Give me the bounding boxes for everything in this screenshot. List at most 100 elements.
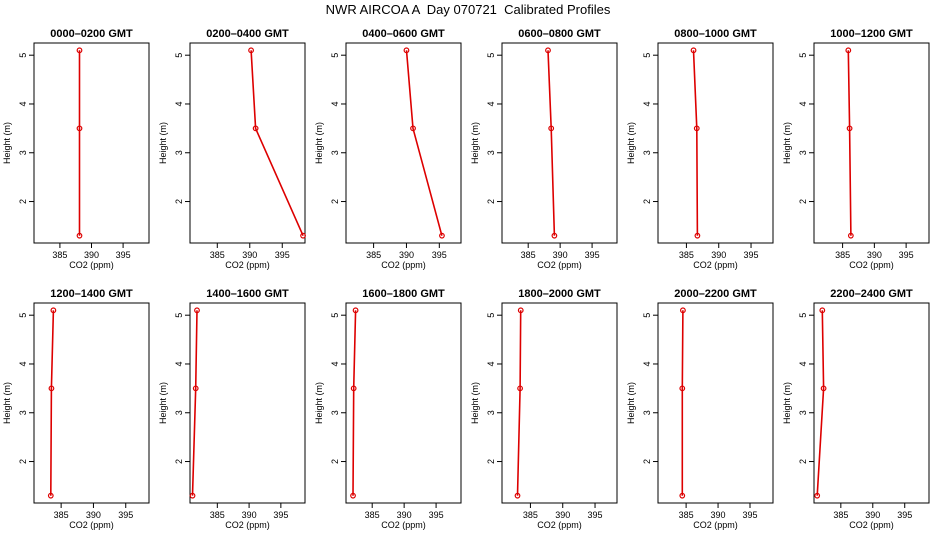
x-tick-label: 395 — [432, 250, 447, 260]
data-point — [352, 307, 359, 314]
y-tick-label: 2 — [486, 459, 496, 464]
data-point — [693, 125, 700, 132]
x-axis-label: CO2 (ppm) — [537, 520, 582, 530]
y-tick-label: 3 — [798, 410, 808, 415]
x-tick-label: 390 — [397, 510, 412, 520]
x-axis-label: CO2 (ppm) — [69, 260, 114, 270]
data-point — [690, 47, 697, 54]
data-point — [76, 125, 83, 132]
y-tick-label: 4 — [330, 361, 340, 366]
profile-line — [405, 50, 443, 236]
x-tick-label: 385 — [210, 250, 225, 260]
plot-frame — [189, 42, 306, 244]
y-axis-label: Height (m) — [314, 382, 324, 424]
y-axis-label: Height (m) — [626, 122, 636, 164]
panel-title: 0600–0800 GMT — [518, 28, 601, 40]
y-axis-label: Height (m) — [2, 382, 12, 424]
data-point — [189, 492, 196, 499]
panel-title: 0200–0400 GMT — [206, 28, 289, 40]
y-tick-label: 5 — [642, 313, 652, 318]
profile-line — [692, 50, 699, 236]
y-tick-label: 3 — [330, 410, 340, 415]
y-tick-label: 3 — [798, 150, 808, 155]
data-point — [819, 307, 826, 314]
x-tick-label: 390 — [242, 250, 257, 260]
y-tick-label: 3 — [174, 410, 184, 415]
y-tick-label: 5 — [18, 313, 28, 318]
x-tick-label: 385 — [679, 250, 694, 260]
data-point — [680, 307, 686, 314]
x-tick-label: 385 — [833, 510, 848, 520]
y-tick-label: 2 — [798, 459, 808, 464]
x-tick-label: 395 — [273, 510, 288, 520]
profile-line — [547, 50, 556, 236]
y-tick-label: 4 — [798, 101, 808, 106]
y-axis-label: Height (m) — [2, 122, 12, 164]
panel-title: 2000–2200 GMT — [674, 288, 757, 300]
x-tick-label: 395 — [588, 510, 603, 520]
figure-title: NWR AIRCOA A Day 070721 Calibrated Profi… — [325, 2, 611, 17]
panel-title: 1800–2000 GMT — [518, 288, 601, 300]
y-tick-label: 5 — [18, 53, 28, 58]
data-point — [820, 385, 827, 392]
data-point — [517, 307, 524, 314]
data-point — [192, 385, 199, 392]
y-tick-label: 3 — [486, 410, 496, 415]
y-tick-label: 5 — [486, 313, 496, 318]
y-tick-label: 3 — [18, 410, 28, 415]
data-point — [679, 492, 686, 499]
data-point — [814, 492, 821, 499]
profile-line — [516, 310, 522, 496]
y-tick-label: 3 — [642, 150, 652, 155]
data-point — [48, 385, 55, 392]
x-axis-label: CO2 (ppm) — [381, 260, 426, 270]
x-tick-label: 395 — [118, 510, 133, 520]
data-point — [350, 492, 356, 499]
panel-title: 1600–1800 GMT — [362, 288, 445, 300]
y-tick-label: 4 — [798, 361, 808, 366]
y-axis-label: Height (m) — [158, 122, 168, 164]
panel-title: 0000–0200 GMT — [50, 28, 133, 40]
x-tick-label: 395 — [116, 250, 131, 260]
data-point — [350, 385, 357, 392]
data-point — [248, 47, 254, 54]
panel-title: 0800–1000 GMT — [674, 28, 757, 40]
panel-title: 2200–2400 GMT — [830, 288, 913, 300]
data-point — [679, 385, 686, 392]
x-tick-label: 395 — [429, 510, 444, 520]
y-tick-label: 5 — [174, 53, 184, 58]
x-tick-label: 395 — [744, 250, 759, 260]
profile-line — [250, 50, 304, 237]
y-tick-label: 4 — [330, 101, 340, 106]
profile-line — [681, 310, 684, 496]
y-tick-label: 4 — [642, 361, 652, 366]
y-tick-label: 5 — [798, 313, 808, 318]
x-tick-label: 385 — [210, 510, 225, 520]
x-tick-label: 385 — [835, 250, 850, 260]
profile-line — [191, 310, 198, 496]
y-axis-label: Height (m) — [782, 382, 792, 424]
y-tick-label: 2 — [798, 199, 808, 204]
y-axis-label: Height (m) — [782, 122, 792, 164]
x-tick-label: 385 — [679, 510, 694, 520]
x-axis-label: CO2 (ppm) — [225, 260, 270, 270]
data-point — [517, 385, 523, 392]
x-tick-label: 395 — [742, 510, 757, 520]
x-tick-label: 390 — [867, 250, 882, 260]
x-axis-label: CO2 (ppm) — [537, 260, 582, 270]
y-tick-label: 2 — [486, 199, 496, 204]
y-tick-label: 5 — [798, 53, 808, 58]
data-point — [514, 492, 521, 499]
y-axis-label: Height (m) — [626, 382, 636, 424]
y-tick-label: 4 — [174, 101, 184, 106]
x-tick-label: 390 — [553, 250, 568, 260]
y-tick-label: 2 — [18, 199, 28, 204]
data-point — [50, 307, 57, 314]
data-point — [76, 47, 83, 54]
data-point — [76, 232, 83, 239]
data-point — [846, 125, 853, 132]
x-tick-label: 385 — [521, 250, 536, 260]
data-point — [194, 307, 200, 314]
data-point — [694, 232, 701, 239]
